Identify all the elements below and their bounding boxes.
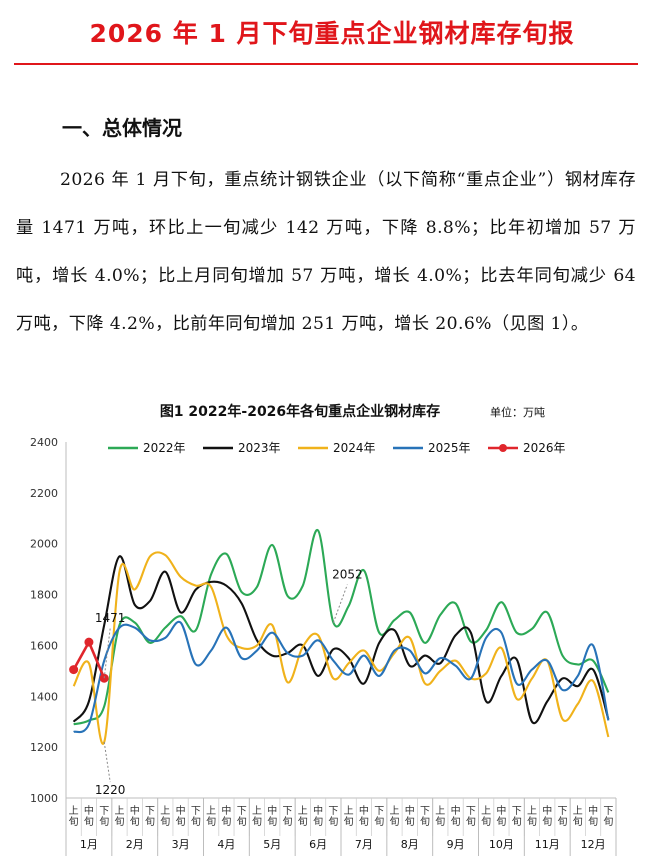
x-tick-label: 中旬 <box>496 804 506 828</box>
series-point-2026 <box>69 665 79 675</box>
month-label: 8月 <box>401 838 419 851</box>
x-tick-label: 下旬 <box>466 806 476 828</box>
series-point-2026 <box>99 673 109 683</box>
series-line-2024 <box>72 551 610 745</box>
report-title: 2026 年 1 月下旬重点企业钢材库存旬报 <box>89 19 575 48</box>
series-line-2025 <box>73 620 610 734</box>
chart-unit-label: 单位：万吨 <box>490 405 545 419</box>
x-tick-label: 上旬 <box>527 805 537 828</box>
x-tick-label: 中旬 <box>451 804 461 828</box>
x-tick-label: 下旬 <box>145 806 155 828</box>
x-tick-label: 下旬 <box>99 806 109 828</box>
legend-marker-2026 <box>499 444 507 452</box>
x-tick-label: 中旬 <box>176 804 186 828</box>
legend-label-2024: 2024年 <box>333 441 376 455</box>
legend-label-2023: 2023年 <box>238 441 281 455</box>
series-line-2023 <box>72 555 610 725</box>
section-heading: 一、总体情况 <box>62 116 182 140</box>
x-tick-label: 下旬 <box>328 806 338 828</box>
month-label: 4月 <box>217 838 235 851</box>
x-tick-label: 中旬 <box>267 804 277 828</box>
y-tick-label: 1600 <box>30 639 58 652</box>
chart-svg: 图1 2022年-2026年各旬重点企业钢材库存 单位：万吨 1000 1200 140… <box>30 403 617 856</box>
annotation-leader <box>332 584 348 623</box>
month-label: 12月 <box>581 838 606 851</box>
title-underline <box>14 63 638 65</box>
x-tick-label: 上旬 <box>481 805 491 828</box>
x-tick-label: 中旬 <box>405 804 415 828</box>
month-label: 9月 <box>447 838 465 851</box>
x-tick-label: 上旬 <box>252 805 262 828</box>
x-tick-label: 下旬 <box>558 806 568 828</box>
x-tick-label: 下旬 <box>512 806 522 828</box>
inventory-chart: 图1 2022年-2026年各旬重点企业钢材库存 单位：万吨 1000 1200 140… <box>0 396 664 856</box>
series-line-2022 <box>73 529 610 726</box>
x-tick-label: 上旬 <box>160 805 170 828</box>
annotation-label: 1471 <box>95 611 126 625</box>
x-tick-label: 中旬 <box>359 804 369 828</box>
x-tick-label: 上旬 <box>69 805 79 828</box>
month-label: 3月 <box>172 838 190 851</box>
x-tick-label: 下旬 <box>374 806 384 828</box>
summary-paragraph: 2026 年 1 月下旬，重点统计钢铁企业（以下简称“重点企业”）钢材库存量 1… <box>16 170 636 334</box>
y-tick-label: 1400 <box>30 690 58 703</box>
x-tick-label: 上旬 <box>573 805 583 828</box>
x-tick-label: 上旬 <box>389 805 399 828</box>
y-tick-label: 2200 <box>30 487 58 500</box>
series-point-2026 <box>84 637 94 647</box>
x-tick-label: 中旬 <box>221 804 231 828</box>
month-label: 10月 <box>489 838 514 851</box>
x-tick-label: 上旬 <box>114 805 124 828</box>
y-tick-label: 1800 <box>30 589 58 602</box>
x-tick-label: 上旬 <box>298 805 308 828</box>
x-tick-label: 下旬 <box>283 806 293 828</box>
x-tick-label: 下旬 <box>237 806 247 828</box>
annotation-label: 2052 <box>332 568 363 582</box>
x-tick-label: 上旬 <box>344 805 354 828</box>
month-label: 5月 <box>263 838 281 851</box>
month-label: 2月 <box>126 838 144 851</box>
legend-label-2026: 2026年 <box>523 441 566 455</box>
month-label: 7月 <box>355 838 373 851</box>
x-tick-label: 上旬 <box>435 805 445 828</box>
annotation-leader <box>103 741 111 783</box>
legend-label-2025: 2025年 <box>428 441 471 455</box>
x-tick-label: 中旬 <box>130 804 140 828</box>
month-label: 11月 <box>535 838 560 851</box>
x-tick-label: 上旬 <box>206 805 216 828</box>
y-tick-label: 1000 <box>30 792 58 805</box>
x-tick-label: 下旬 <box>603 806 613 828</box>
x-tick-label: 下旬 <box>191 806 201 828</box>
chart-title: 图1 2022年-2026年各旬重点企业钢材库存 <box>160 403 440 420</box>
legend-label-2022: 2022年 <box>143 441 186 455</box>
month-label: 1月 <box>80 838 98 851</box>
x-tick-label: 中旬 <box>588 804 598 828</box>
annotation-leader <box>103 628 111 679</box>
x-tick-label: 下旬 <box>420 806 430 828</box>
annotation-label: 1220 <box>95 783 126 797</box>
x-tick-label: 中旬 <box>313 804 323 828</box>
y-tick-label: 2400 <box>30 436 58 449</box>
x-tick-label: 中旬 <box>84 804 94 828</box>
y-tick-label: 1200 <box>30 741 58 754</box>
month-label: 6月 <box>309 838 327 851</box>
x-tick-label: 中旬 <box>542 804 552 828</box>
y-tick-label: 2000 <box>30 538 58 551</box>
